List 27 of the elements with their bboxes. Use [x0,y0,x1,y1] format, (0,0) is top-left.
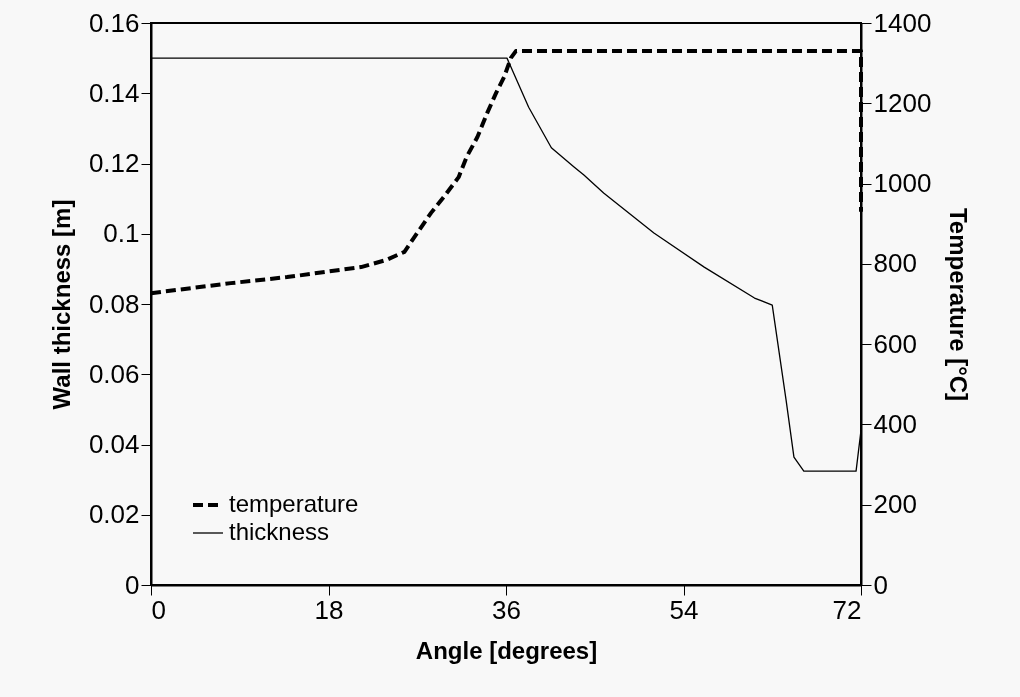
y2-tick-label: 200 [873,489,917,520]
x-tick-label: 54 [669,594,699,625]
legend-label: thickness [229,518,330,545]
y-axis-title: Wall thickness [m] [47,199,75,410]
y-tick-label: 0.08 [88,288,140,319]
x-axis-title: Angle [degrees] [415,636,598,664]
y-tick-label: 0.02 [88,499,140,530]
y-tick-label: 0.06 [88,358,140,389]
y2-tick-label: 1400 [873,7,932,38]
y2-tick-label: 1200 [873,87,932,118]
y-tick-label: 0.04 [88,429,140,459]
y2-tick-label: 600 [873,328,917,359]
y2-tick-label: 800 [873,248,917,279]
x-tick-label: 72 [832,594,862,625]
y-tick-label: 0 [125,569,140,600]
y-tick-label: 0.12 [88,148,140,178]
x-tick-label: 18 [314,594,344,625]
y-tick-label: 0.1 [103,218,140,249]
y2-axis-title: Temperature [°C] [945,207,973,402]
y2-tick-label: 400 [873,408,917,439]
y2-tick-label: 0 [873,569,888,600]
x-tick-label: 0 [151,594,166,625]
y-tick-label: 0.14 [88,77,140,108]
y-tick-label: 0.16 [88,7,140,38]
legend-label: temperature [229,490,359,517]
x-tick-label: 36 [492,594,521,625]
y2-tick-label: 1000 [873,168,932,199]
